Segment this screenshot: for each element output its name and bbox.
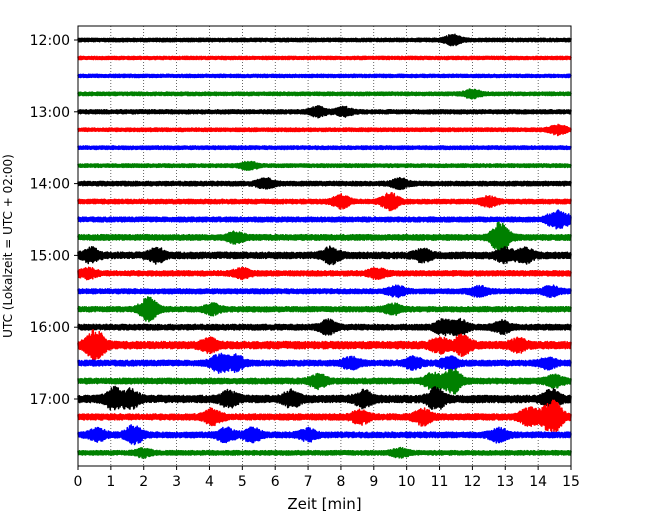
x-axis-label: Zeit [min] bbox=[287, 495, 361, 513]
x-tick-label: 2 bbox=[139, 474, 148, 490]
trace-1500 bbox=[77, 245, 572, 266]
y-tick-label: 13:00 bbox=[30, 105, 70, 121]
x-tick-label: 3 bbox=[172, 474, 181, 490]
trace-1615 bbox=[77, 329, 572, 362]
trace-1345 bbox=[77, 160, 572, 172]
x-tick-label: 5 bbox=[238, 474, 247, 490]
trace-1415 bbox=[77, 191, 572, 212]
x-tick-label: 10 bbox=[398, 474, 416, 490]
trace-1300 bbox=[77, 105, 572, 119]
x-tick-label: 13 bbox=[496, 474, 514, 490]
x-tick-label: 8 bbox=[336, 474, 345, 490]
y-tick-label: 16:00 bbox=[30, 320, 70, 336]
trace-1600 bbox=[77, 317, 572, 337]
trace-1545 bbox=[77, 296, 572, 323]
x-tick-label: 6 bbox=[271, 474, 280, 490]
trace-1215 bbox=[77, 55, 572, 61]
x-tick-label: 11 bbox=[431, 474, 449, 490]
trace-1745 bbox=[77, 446, 572, 459]
trace-1515 bbox=[77, 266, 572, 281]
x-tick-label: 7 bbox=[304, 474, 313, 490]
x-tick-label: 1 bbox=[106, 474, 115, 490]
y-tick-label: 14:00 bbox=[30, 177, 70, 193]
y-tick-label: 15:00 bbox=[30, 248, 70, 264]
trace-1645 bbox=[77, 367, 572, 395]
x-tick-label: 15 bbox=[562, 474, 580, 490]
x-tick-label: 0 bbox=[74, 474, 83, 490]
trace-1330 bbox=[77, 145, 572, 151]
y-axis-ticks: 12:00 13:00 14:00 15:00 16:00 17:00 bbox=[30, 33, 78, 408]
trace-1200 bbox=[77, 33, 572, 47]
trace-1630 bbox=[77, 352, 572, 374]
trace-1430 bbox=[77, 209, 572, 230]
trace-1230 bbox=[77, 73, 572, 79]
trace-1315 bbox=[77, 123, 572, 137]
trace-1530 bbox=[77, 284, 572, 299]
x-tick-label: 9 bbox=[369, 474, 378, 490]
trace-1730 bbox=[77, 424, 572, 446]
trace-1245 bbox=[77, 88, 572, 100]
trace-1400 bbox=[77, 176, 572, 191]
x-tick-label: 14 bbox=[529, 474, 547, 490]
trace-1445 bbox=[77, 221, 572, 254]
y-axis-label: UTC (Lokalzeit = UTC + 02:00) bbox=[1, 154, 15, 338]
x-tick-label: 12 bbox=[463, 474, 481, 490]
x-axis-ticks: 0 1 2 3 4 5 6 7 8 9 10 11 12 13 14 15 bbox=[74, 466, 580, 490]
trace-1715 bbox=[77, 399, 572, 435]
trace-1700 bbox=[77, 385, 572, 411]
x-tick-label: 4 bbox=[205, 474, 214, 490]
y-tick-label: 12:00 bbox=[30, 33, 70, 49]
plot-background bbox=[78, 26, 571, 466]
plot-frame bbox=[77, 25, 572, 467]
seismic-traces bbox=[77, 33, 572, 459]
y-tick-label: 17:00 bbox=[30, 392, 70, 408]
